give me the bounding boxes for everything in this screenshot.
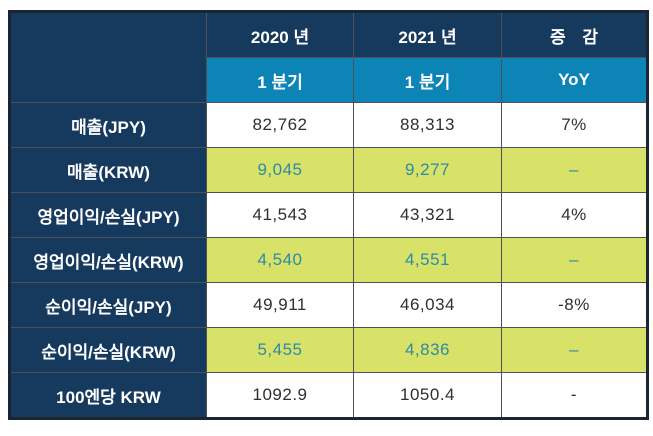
financial-results-table: 2020 년 2021 년 증 감 1 분기 1 분기 YoY 매출(JPY) … xyxy=(8,10,649,420)
value-2021: 46,034 xyxy=(353,282,502,328)
value-2021: 4,836 xyxy=(353,327,502,373)
table-row-revenue-jpy: 매출(JPY) 82,762 88,313 7% xyxy=(9,102,648,148)
value-2021: 88,313 xyxy=(353,102,502,148)
value-2020: 9,045 xyxy=(206,147,354,193)
value-2020: 1092.9 xyxy=(206,372,354,419)
header-2021: 2021 년 xyxy=(353,11,502,58)
corner-cell xyxy=(9,11,207,103)
value-yoy: – xyxy=(501,327,648,373)
value-2020: 5,455 xyxy=(206,327,354,373)
row-label: 100엔당 KRW xyxy=(9,372,207,419)
row-label: 영업이익/손실(JPY) xyxy=(9,192,207,238)
value-2021: 1050.4 xyxy=(353,372,502,419)
row-label: 매출(JPY) xyxy=(9,102,207,148)
value-yoy: -8% xyxy=(501,282,648,328)
value-yoy: 4% xyxy=(501,192,648,238)
header-change: 증 감 xyxy=(501,11,648,58)
value-2020: 41,543 xyxy=(206,192,354,238)
header-2020: 2020 년 xyxy=(206,11,354,58)
table-row-operating-income-jpy: 영업이익/손실(JPY) 41,543 43,321 4% xyxy=(9,192,648,238)
value-yoy: - xyxy=(501,372,648,419)
value-2020: 4,540 xyxy=(206,237,354,283)
table-row-net-income-jpy: 순이익/손실(JPY) 49,911 46,034 -8% xyxy=(9,282,648,328)
subheader-q1-2021: 1 분기 xyxy=(353,57,502,103)
subheader-q1-2020: 1 분기 xyxy=(206,57,354,103)
value-yoy: – xyxy=(501,237,648,283)
table-row-revenue-krw: 매출(KRW) 9,045 9,277 – xyxy=(9,147,648,193)
header-row-period: 1 분기 1 분기 YoY xyxy=(10,57,648,103)
value-2021: 9,277 xyxy=(353,147,502,193)
value-yoy: 7% xyxy=(501,102,648,148)
value-2020: 49,911 xyxy=(206,282,354,328)
row-label: 영업이익/손실(KRW) xyxy=(9,237,207,283)
row-label: 매출(KRW) xyxy=(9,147,207,193)
row-label: 순이익/손실(JPY) xyxy=(9,282,207,328)
table-row-operating-income-krw: 영업이익/손실(KRW) 4,540 4,551 – xyxy=(9,237,648,283)
header-row-year: 2020 년 2021 년 증 감 xyxy=(9,11,648,103)
table-row-net-income-krw: 순이익/손실(KRW) 5,455 4,836 – xyxy=(9,327,648,373)
value-yoy: – xyxy=(501,147,648,193)
table-row-exchange-rate: 100엔당 KRW 1092.9 1050.4 - xyxy=(9,372,648,419)
value-2021: 4,551 xyxy=(353,237,502,283)
row-label: 순이익/손실(KRW) xyxy=(9,327,207,373)
value-2021: 43,321 xyxy=(353,192,502,238)
value-2020: 82,762 xyxy=(206,102,354,148)
subheader-yoy: YoY xyxy=(501,57,648,103)
